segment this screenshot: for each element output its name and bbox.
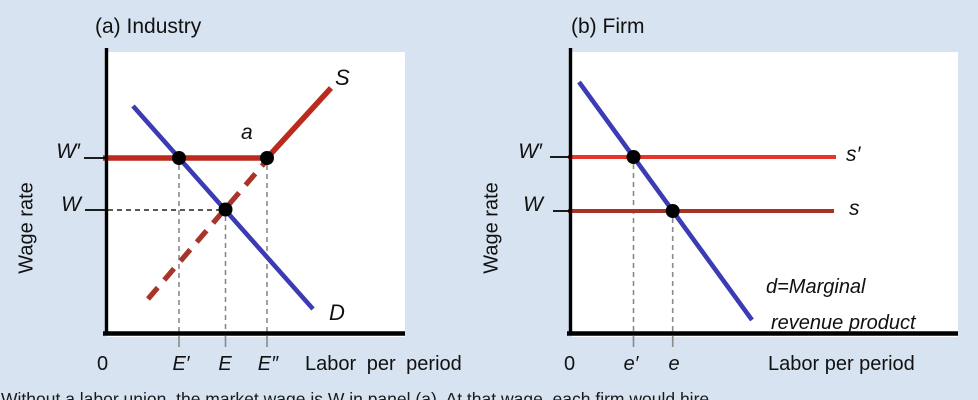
point-hire-at-floor-firm [626, 150, 641, 164]
panel-b-title: (b) Firm [571, 15, 645, 38]
tick-label-e-firm: e [668, 353, 680, 375]
caption-text: Without a labor union, the market wage i… [1, 389, 710, 400]
supply-curve-dashed-below-floor [146, 158, 269, 301]
firm-supply-new-label: s′ [846, 143, 861, 166]
panel-a-y-axis-label: Wage rate [15, 182, 38, 274]
panel-a-wage-floor-label: W′ [56, 140, 80, 163]
tick-label-e-double-prime: E″ [257, 353, 279, 375]
firm-demand-label-line2: revenue product [771, 312, 916, 334]
panel-a-x-axis-label: Labor per period [305, 353, 462, 375]
panel-b-wage-floor-label: W′ [518, 140, 542, 163]
plot-area-firm [572, 52, 958, 337]
panel-b-wage-eq-label: W [523, 193, 543, 216]
supply-curve-rising [264, 86, 334, 160]
point-a-kink [260, 151, 274, 165]
tick-label-e: E [218, 353, 232, 375]
demand-curve-label: D [329, 300, 345, 325]
tick-label-e-prime: E′ [172, 353, 190, 375]
firm-supply-old-label: s [849, 197, 860, 220]
panel-b-y-axis-label: Wage rate [480, 182, 503, 274]
point-equilibrium-firm [665, 204, 680, 218]
panel-a-title: (a) Industry [95, 15, 202, 38]
point-demand-at-floor [172, 151, 186, 165]
tick-label-e-prime-firm: e′ [623, 353, 639, 375]
point-equilibrium-industry [218, 202, 233, 217]
firm-demand-label: d=Marginal revenue product [766, 269, 916, 341]
demand-curve-firm [577, 80, 754, 322]
panel-a-wage-eq-label: W [61, 193, 81, 216]
panel-b-origin-label: 0 [564, 353, 576, 375]
panel-b-x-axis-label: Labor per period [768, 353, 915, 375]
kink-point-label: a [241, 121, 253, 144]
panel-a-origin-label: 0 [97, 353, 109, 375]
supply-curve-label: S [335, 65, 350, 90]
firm-demand-label-line1: d=Marginal [766, 276, 866, 298]
